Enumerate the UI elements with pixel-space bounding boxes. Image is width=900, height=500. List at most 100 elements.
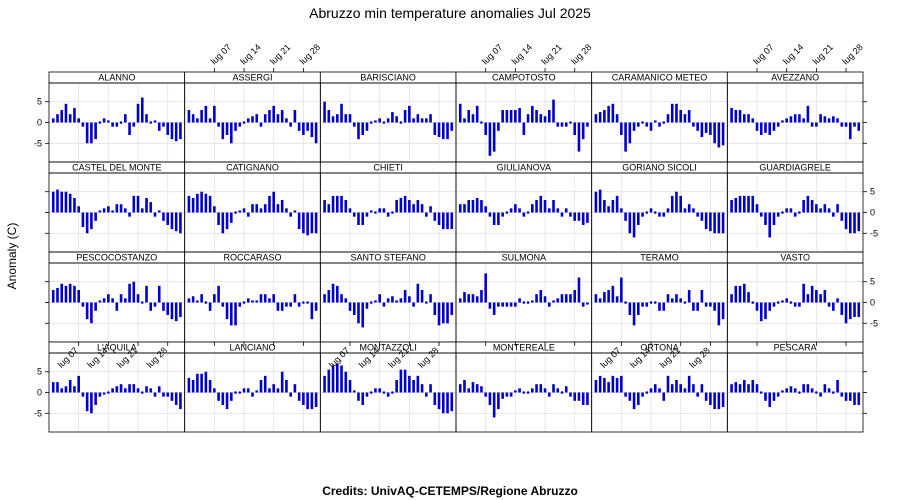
panel-strip-label: GIULIANOVA — [497, 163, 551, 173]
panel-strip-label: ALANNO — [98, 73, 135, 83]
data-bar — [107, 391, 110, 394]
panel-alanno: ALANNO — [48, 71, 186, 163]
data-bar — [641, 121, 644, 124]
data-bar — [569, 121, 572, 124]
data-bar — [645, 211, 649, 214]
panel-pescara: PESCARA — [726, 341, 864, 433]
data-bar — [204, 301, 208, 304]
credits-text: Credits: UnivAQ-CETEMPS/Regione Abruzzo — [322, 484, 578, 498]
panel-strip-label: MONTEREALE — [493, 343, 555, 353]
data-bar — [369, 301, 373, 304]
y-tick-label: 5 — [37, 97, 42, 107]
x-tick-label: lug 14 — [781, 42, 805, 66]
data-bar — [391, 391, 394, 394]
data-bar — [751, 301, 755, 304]
panel-strip-label: SANTO STEFANO — [350, 253, 425, 263]
data-bar — [302, 301, 305, 304]
data-bar — [560, 391, 564, 394]
data-bar — [140, 391, 144, 394]
data-bar — [645, 391, 649, 394]
data-bar — [98, 121, 102, 124]
panel-strip-label: TERAMO — [640, 253, 679, 263]
y-tick-label: 0 — [37, 118, 42, 128]
panel-strip-label: PESCOCOSTANZO — [76, 253, 157, 263]
panel-strip-label: L'AQUILA — [97, 343, 137, 353]
chart-title: Abruzzo min temperature anomalies Jul 20… — [309, 5, 591, 21]
y-tick-label: -5 — [870, 318, 878, 328]
panel-strip-label: ASSERGI — [232, 73, 272, 83]
data-bar — [781, 211, 784, 214]
panel-barisciano: BARISCIANO — [319, 71, 457, 163]
data-bar — [798, 391, 801, 394]
panel-ortona: ORTONA — [591, 341, 728, 433]
panel-goriano-sicoli: GORIANO SICOLI — [591, 161, 728, 253]
panel-l-aquila: L'AQUILA — [48, 341, 186, 433]
panel-strip-label: CAMPOTOSTO — [492, 73, 556, 83]
panel-pescocostanzo: PESCOCOSTANZO — [48, 251, 186, 343]
data-bar — [382, 121, 386, 124]
y-tick-label: 0 — [870, 298, 875, 308]
panel-vasto: VASTO — [726, 251, 864, 343]
data-bar — [683, 301, 687, 304]
data-bar — [815, 391, 818, 394]
panel-strip-label: GUARDIAGRELE — [759, 163, 831, 173]
y-tick-label: 5 — [870, 277, 875, 287]
data-bar — [526, 301, 530, 304]
x-tick-label: lug 28 — [840, 42, 864, 66]
data-bar — [789, 301, 793, 304]
panel-strip-label: ORTONA — [640, 343, 678, 353]
data-bar — [480, 121, 483, 124]
panel-strip-label: GORIANO SICOLI — [622, 163, 697, 173]
panel-montazzoli: MONTAZZOLI — [319, 341, 457, 433]
data-bar — [238, 391, 242, 394]
data-bar — [140, 301, 144, 304]
y-tick-label: -5 — [34, 138, 42, 148]
data-bar — [526, 211, 530, 214]
panel-grid: PESCOCOSTANZO ROCCARASO SANTO STEFANO SULMO… — [34, 42, 878, 433]
panel-strip-label: CHIETI — [373, 163, 403, 173]
panel-castel-del-monte: CASTEL DEL MONTE — [48, 161, 186, 253]
data-bar — [759, 391, 763, 394]
panel-strip-label: VASTO — [780, 253, 810, 263]
data-bar — [653, 211, 657, 214]
data-bar — [382, 391, 386, 394]
x-tick-label: lug 14 — [510, 42, 534, 66]
data-bar — [369, 121, 373, 124]
x-tick-label: lug 28 — [298, 42, 322, 66]
panel-chieti: CHIETI — [319, 161, 457, 253]
y-tick-label: 5 — [37, 367, 42, 377]
data-bar — [624, 301, 627, 304]
data-bar — [832, 391, 835, 394]
panel-strip-label: LANCIANO — [229, 343, 275, 353]
data-bar — [234, 211, 237, 214]
panel-strip-label: AVEZZANO — [771, 73, 819, 83]
panel-strip-label: PESCARA — [774, 343, 817, 353]
data-bar — [234, 391, 237, 394]
y-tick-label: -5 — [34, 408, 42, 418]
data-bar — [522, 391, 526, 394]
data-bar — [369, 391, 373, 394]
data-bar — [798, 211, 801, 214]
panel-roccaraso: ROCCARASO — [184, 251, 321, 343]
panel-catignano: CATIGNANO — [184, 161, 321, 253]
data-bar — [149, 121, 153, 124]
x-tick-label: lug 07 — [209, 42, 233, 66]
panel-strip-label: ROCCARASO — [223, 253, 281, 263]
panel-montereale: MONTEREALE — [455, 341, 593, 433]
panel-giulianova: GIULIANOVA — [455, 161, 593, 253]
data-bar — [306, 301, 309, 304]
data-bar — [649, 301, 653, 304]
data-bar — [391, 211, 394, 214]
y-tick-label: 0 — [37, 388, 42, 398]
panel-avezzano: AVEZZANO — [726, 71, 864, 163]
y-tick-label: 5 — [870, 187, 875, 197]
x-tick-label: lug 07 — [751, 42, 775, 66]
y-axis-label: Anomaly (C) — [5, 223, 19, 290]
data-bar — [242, 121, 246, 124]
panel-strip-label: SULMONA — [502, 253, 547, 263]
data-bar — [242, 301, 246, 304]
x-tick-label: lug 07 — [480, 42, 504, 66]
data-bar — [399, 121, 403, 124]
panel-caramanico-meteo: CARAMANICO METEO — [591, 71, 728, 163]
